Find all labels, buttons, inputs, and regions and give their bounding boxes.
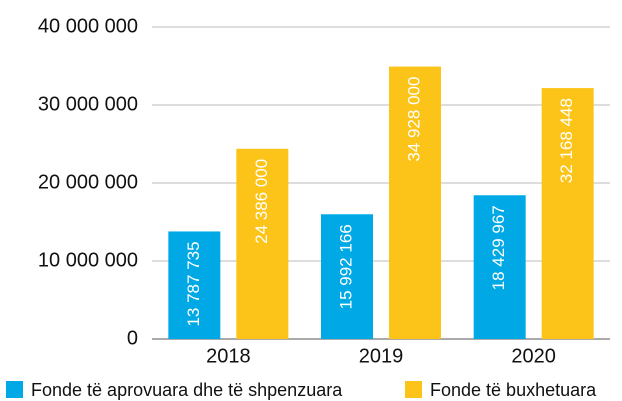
legend-swatch (405, 381, 422, 398)
value-label: 13 787 735 (184, 241, 203, 326)
x-tick-label: 2018 (206, 345, 251, 367)
x-tick-label: 2019 (359, 345, 404, 367)
value-label: 34 928 000 (404, 77, 423, 162)
value-label: 18 429 967 (489, 205, 508, 290)
bar (236, 148, 289, 339)
value-label: 24 386 000 (252, 159, 271, 244)
legend-swatch (6, 381, 23, 398)
bar (321, 214, 373, 339)
legend-label: Fonde të aprovuara dhe të shpenzuara (31, 380, 343, 400)
y-tick-label: 0 (127, 327, 138, 349)
bar (473, 195, 526, 339)
legend-label: Fonde të buxhetuara (430, 380, 597, 400)
y-tick-label: 20 000 000 (38, 171, 138, 193)
y-tick-label: 30 000 000 (38, 93, 138, 115)
x-tick-label: 2020 (511, 345, 556, 367)
bar (541, 88, 594, 339)
value-label: 32 168 448 (557, 98, 576, 183)
bar (168, 231, 221, 339)
y-tick-label: 40 000 000 (38, 15, 138, 37)
bar (389, 66, 441, 340)
value-label: 15 992 166 (336, 224, 355, 309)
y-tick-label: 10 000 000 (38, 249, 138, 271)
